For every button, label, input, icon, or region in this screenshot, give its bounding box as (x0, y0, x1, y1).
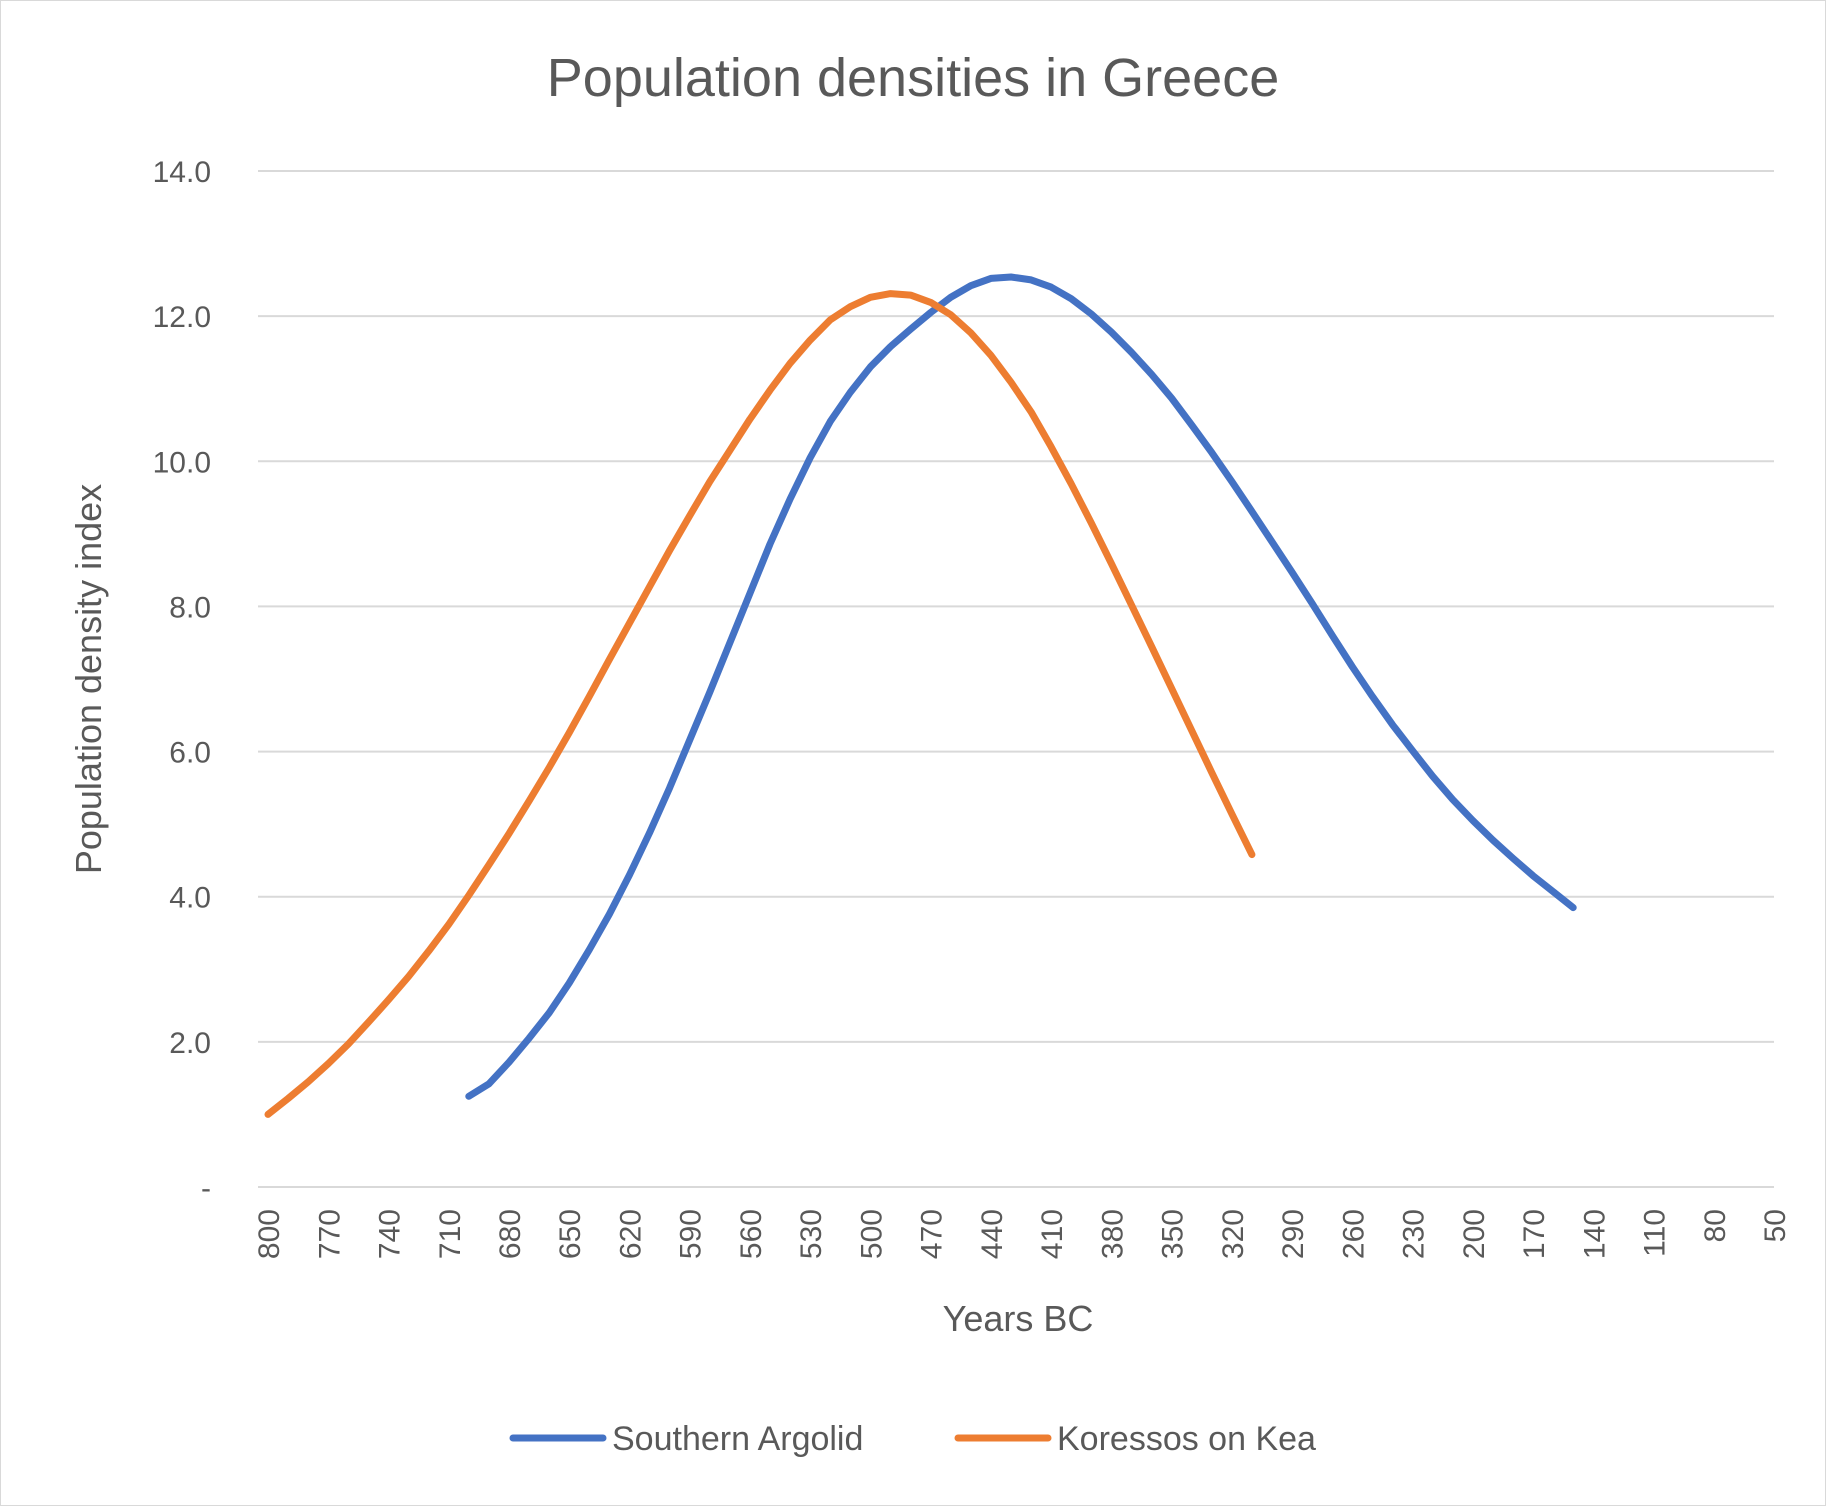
y-tick-label: 10.0 (153, 446, 211, 479)
series-line-1 (465, 273, 1577, 1100)
x-tick-label: 800 (253, 1209, 286, 1259)
x-tick-label: 320 (1217, 1209, 1250, 1259)
x-tick-label: 110 (1639, 1209, 1672, 1257)
x-tick-label: 200 (1458, 1209, 1491, 1259)
x-axis-tick-labels: 800 770 740 710 680 650 620 590 560 530 500 470 440 4… (253, 1209, 1792, 1259)
x-tick-label: 710 (434, 1209, 467, 1259)
x-axis-title: Years BC (943, 1298, 1094, 1339)
x-tick-label: 620 (614, 1209, 647, 1259)
y-axis-title: Population density index (68, 484, 109, 874)
x-tick-label: 50 (1759, 1209, 1792, 1242)
legend: Southern Argolid Koressos on Kea (509, 1420, 1316, 1458)
series-lines (264, 273, 1577, 1118)
x-tick-label: 290 (1277, 1209, 1310, 1259)
x-tick-label: 500 (855, 1209, 888, 1259)
x-tick-label: 80 (1699, 1209, 1732, 1242)
legend-label: Koressos on Kea (1057, 1420, 1316, 1458)
x-tick-label: 680 (494, 1209, 527, 1259)
x-tick-label: 230 (1398, 1209, 1431, 1259)
x-tick-label: 590 (675, 1209, 708, 1259)
y-tick-label: 6.0 (169, 737, 211, 770)
x-tick-label: 470 (916, 1209, 949, 1259)
x-tick-label: 170 (1518, 1209, 1551, 1259)
x-tick-label: 740 (374, 1209, 407, 1259)
x-tick-label: 530 (795, 1209, 828, 1259)
y-tick-label: 2.0 (169, 1027, 211, 1060)
y-tick-label: - (201, 1172, 211, 1205)
x-tick-label: 140 (1578, 1209, 1611, 1259)
series-line-2 (264, 290, 1256, 1118)
x-tick-label: 410 (1036, 1209, 1069, 1259)
y-tick-label: 8.0 (169, 591, 211, 624)
y-tick-label: 14.0 (153, 156, 211, 189)
y-axis-tick-labels: - 2.0 4.0 6.0 8.0 10.0 12.0 14.0 (153, 156, 211, 1205)
x-tick-label: 560 (735, 1209, 768, 1259)
x-tick-label: 650 (554, 1209, 587, 1259)
x-tick-label: 770 (313, 1209, 346, 1259)
x-tick-label: 380 (1096, 1209, 1129, 1259)
x-tick-label: 260 (1337, 1209, 1370, 1259)
y-tick-label: 12.0 (153, 301, 211, 334)
x-tick-label: 440 (976, 1209, 1009, 1259)
x-tick-label: 350 (1157, 1209, 1190, 1259)
gridlines (258, 170, 1774, 1188)
y-tick-label: 4.0 (169, 882, 211, 915)
legend-label: Southern Argolid (612, 1420, 863, 1458)
chart-title: Population densities in Greece (547, 48, 1279, 108)
